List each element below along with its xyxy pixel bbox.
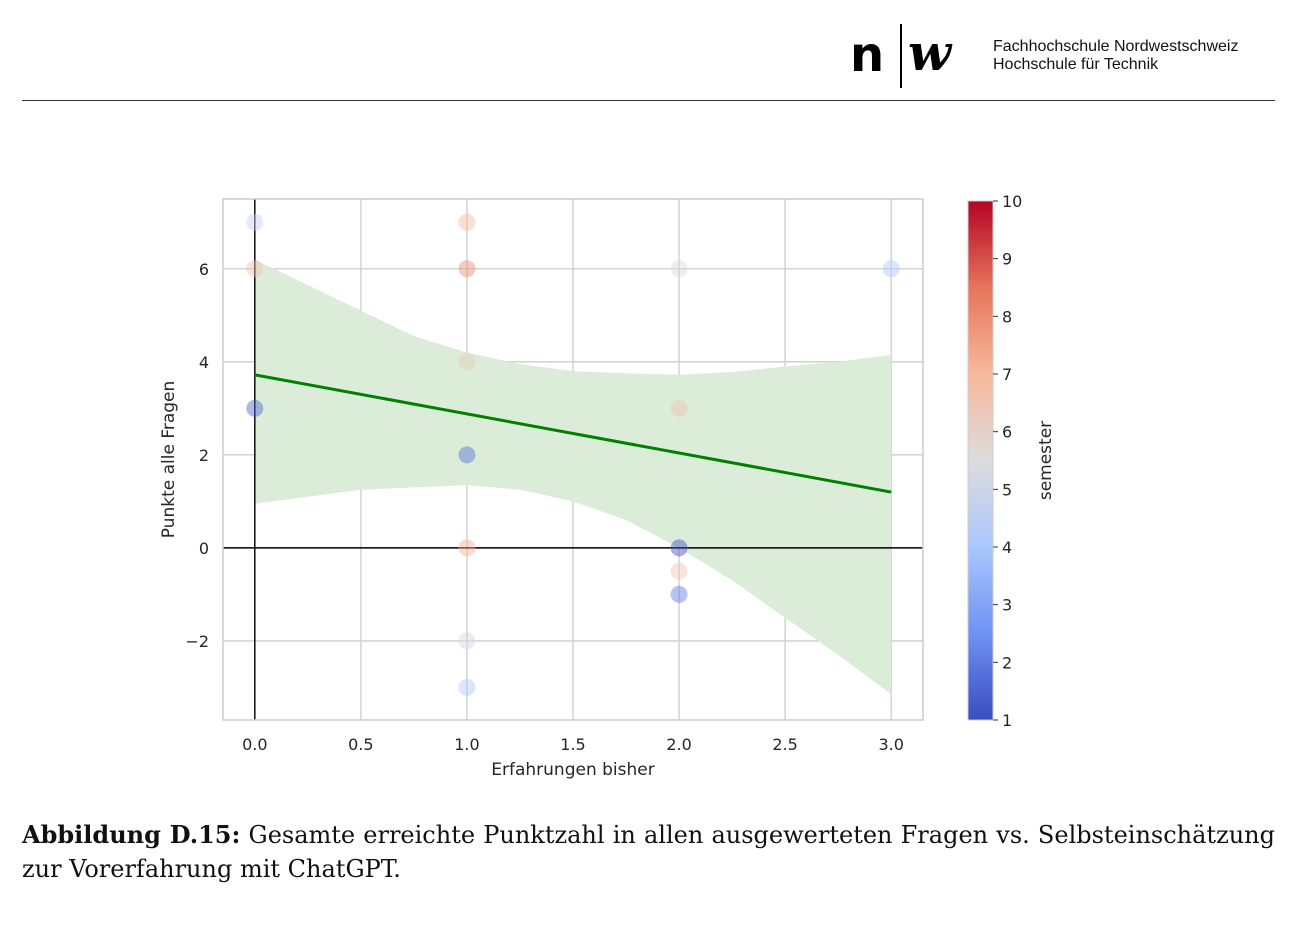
scatter-chart: 0.0 0.5 1.0 1.5 2.0 2.5 3.0 −2 0 2 4 6 Erfahrungen b…	[159, 192, 1056, 780]
colorbar-tick-label: 7	[1002, 365, 1012, 384]
scatter-point	[670, 585, 688, 603]
scatter-point	[882, 260, 900, 278]
confidence-band	[254, 259, 892, 695]
colorbar-tick-label: 2	[1002, 653, 1012, 672]
x-tick-label: 2.0	[666, 735, 691, 754]
scatter-point	[670, 399, 688, 417]
x-tick-label: 1.5	[560, 735, 585, 754]
x-tick-label: 2.5	[772, 735, 797, 754]
y-tick-label: 6	[199, 260, 209, 279]
scatter-point	[246, 213, 264, 231]
scatter-point	[246, 399, 264, 417]
x-tick-label: 1.0	[454, 735, 479, 754]
header-rule	[22, 100, 1275, 101]
x-tick-label: 3.0	[878, 735, 903, 754]
scatter-point	[458, 446, 476, 464]
scatter-point	[458, 260, 476, 278]
scatter-point	[458, 539, 476, 557]
colorbar	[967, 200, 994, 721]
colorbar-tick-label: 1	[1002, 711, 1012, 730]
fhnw-logo: n w	[850, 22, 980, 88]
scatter-point	[458, 353, 476, 371]
institution-name: Fachhochschule Nordwestschweiz Hochschul…	[993, 38, 1238, 74]
x-tick-label: 0.0	[242, 735, 267, 754]
institution-line-1: Fachhochschule Nordwestschweiz	[993, 38, 1239, 55]
scatter-point	[458, 678, 476, 696]
y-tick-label: 0	[199, 539, 209, 558]
scatter-point	[246, 260, 264, 278]
colorbar-tick-label: 3	[1002, 596, 1012, 615]
colorbar-tick-label: 10	[1002, 192, 1022, 211]
x-axis-label: Erfahrungen bisher	[491, 760, 654, 780]
colorbar-tick-label: 8	[1002, 307, 1012, 326]
scatter-point	[458, 213, 476, 231]
scatter-point	[670, 562, 688, 580]
scatter-point	[670, 539, 688, 557]
y-tick-label: 2	[199, 446, 209, 465]
logo-n: n	[850, 27, 885, 83]
colorbar-label: semester	[1036, 421, 1056, 500]
colorbar-tick-label: 4	[1002, 538, 1012, 557]
colorbar-tick-label: 9	[1002, 250, 1012, 269]
caption-text: Gesamte erreichte Punktzahl in allen aus…	[22, 821, 1276, 883]
scatter-point	[458, 632, 476, 650]
y-tick-label: 4	[199, 353, 209, 372]
colorbar-tick-label: 6	[1002, 423, 1012, 442]
caption-label: Abbildung D.15:	[22, 820, 241, 849]
logo-w: w	[908, 23, 952, 82]
y-axis-label: Punkte alle Fragen	[159, 381, 179, 539]
scatter-point	[670, 260, 688, 278]
colorbar-tick-label: 5	[1002, 480, 1012, 499]
figure-caption: Abbildung D.15: Gesamte erreichte Punktz…	[22, 818, 1275, 886]
logo-divider	[900, 24, 902, 88]
regression-line	[254, 373, 892, 494]
x-tick-label: 0.5	[348, 735, 373, 754]
y-tick-label: −2	[185, 632, 209, 651]
institution-line-2: Hochschule für Technik	[993, 56, 1159, 73]
plot-frame	[222, 198, 924, 721]
